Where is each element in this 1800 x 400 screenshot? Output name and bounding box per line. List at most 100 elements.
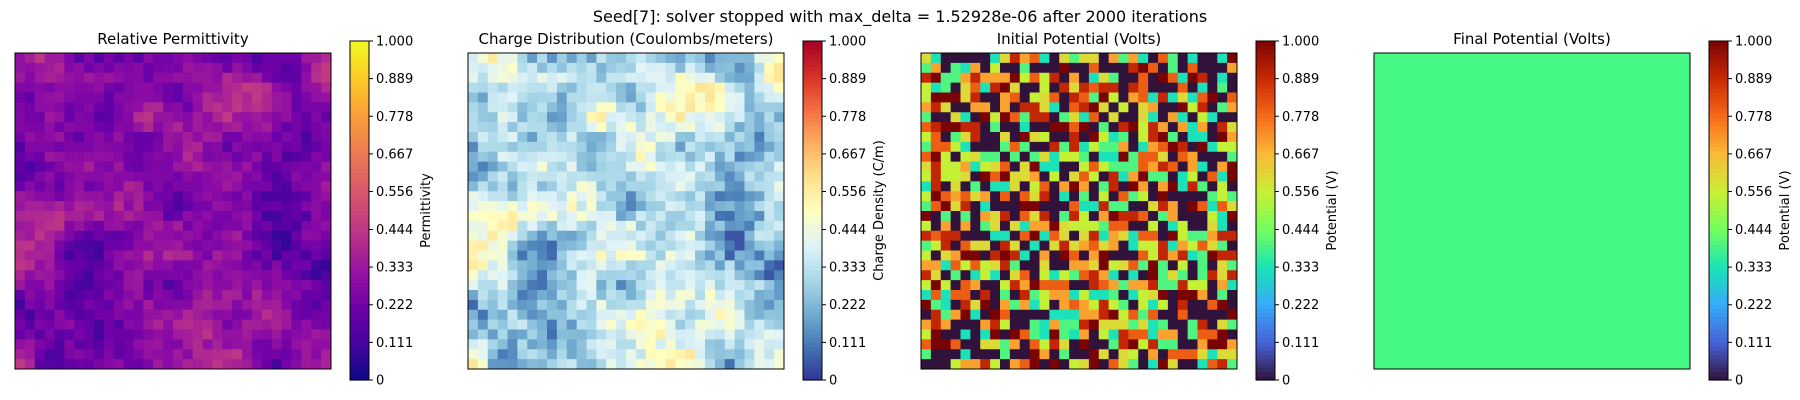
heatmap-cell <box>1158 191 1169 202</box>
heatmap-cell <box>1009 329 1021 340</box>
heatmap-cell <box>685 349 696 360</box>
heatmap-cell <box>517 260 528 271</box>
heatmap-cell <box>84 72 95 84</box>
heatmap-cell <box>232 270 243 281</box>
heatmap-cell <box>1079 250 1090 261</box>
heatmap-cell <box>1079 132 1090 143</box>
heatmap-cell <box>64 329 75 340</box>
heatmap-cell <box>675 299 686 311</box>
heatmap-cell <box>321 102 332 113</box>
heatmap-cell <box>1167 53 1179 64</box>
heatmap-cell <box>1059 211 1070 222</box>
heatmap-cell <box>468 270 479 281</box>
heatmap-cell <box>163 92 174 103</box>
colorbar-label: Potential (V) <box>1778 170 1793 250</box>
heatmap-cell <box>44 92 55 103</box>
heatmap-cell <box>774 92 785 103</box>
heatmap-cell <box>1118 290 1129 301</box>
colorbar-segment <box>803 113 822 118</box>
heatmap-cell <box>173 339 184 350</box>
heatmap-cell <box>1118 339 1129 350</box>
heatmap-cell <box>1148 141 1159 153</box>
heatmap-cell <box>517 92 528 103</box>
heatmap-cell <box>744 290 755 301</box>
heatmap-cell <box>123 181 134 192</box>
heatmap-cell <box>74 82 85 93</box>
heatmap-cell <box>1019 132 1031 143</box>
heatmap-cell <box>1069 319 1080 330</box>
colorbar-tick-label: 0 <box>1735 374 1743 389</box>
heatmap-cell <box>1217 220 1228 232</box>
colorbar-segment <box>1256 62 1275 68</box>
heatmap-cell <box>123 82 134 93</box>
heatmap-cell <box>685 359 696 370</box>
heatmap-cell <box>202 329 213 340</box>
heatmap-cell <box>113 290 125 301</box>
heatmap-cell <box>950 191 961 202</box>
heatmap-cell <box>477 191 489 202</box>
heatmap-cell <box>222 191 233 202</box>
heatmap-cell <box>950 220 961 232</box>
heatmap-cell <box>754 230 765 242</box>
heatmap-cell <box>665 299 676 311</box>
heatmap-cell <box>252 250 263 261</box>
heatmap-cell <box>24 260 36 271</box>
heatmap-cell <box>212 250 223 261</box>
heatmap-cell <box>1187 211 1198 222</box>
heatmap-cell <box>487 329 499 340</box>
heatmap-cell <box>507 141 518 153</box>
heatmap-cell <box>685 290 696 301</box>
heatmap-cell <box>556 141 568 153</box>
heatmap-cell <box>123 122 134 133</box>
heatmap-cell <box>547 151 558 163</box>
colorbar-segment <box>1709 96 1728 101</box>
heatmap-cell <box>616 349 627 360</box>
colorbar-segment <box>803 193 822 199</box>
colorbar-segment <box>1256 146 1275 152</box>
heatmap-cell <box>1207 82 1218 93</box>
heatmap-cell <box>566 62 578 74</box>
heatmap-cell <box>764 309 775 321</box>
heatmap-cell <box>921 309 932 321</box>
heatmap-cell <box>507 72 518 84</box>
heatmap-cell <box>724 132 736 143</box>
heatmap-cell <box>1019 72 1031 84</box>
heatmap-cell <box>291 53 302 64</box>
heatmap-cell <box>103 102 115 113</box>
heatmap-cell <box>54 319 65 330</box>
heatmap-cell <box>1039 62 1050 74</box>
heatmap-cell <box>1177 240 1189 251</box>
colorbar-tick-label: 0 <box>376 374 384 389</box>
heatmap-cell <box>163 220 174 232</box>
heatmap-cell <box>212 329 223 340</box>
heatmap-cell <box>173 220 184 232</box>
colorbar-segment <box>1256 202 1275 207</box>
heatmap-cell <box>626 309 637 321</box>
heatmap-cell <box>74 290 85 301</box>
figure-suptitle: Seed[7]: solver stopped with max_delta =… <box>593 7 1207 27</box>
heatmap-cell <box>744 82 755 93</box>
heatmap-cell <box>242 191 253 202</box>
heatmap-cell <box>212 220 223 232</box>
heatmap-cell <box>173 82 184 93</box>
heatmap-cell <box>468 309 479 321</box>
heatmap-cell <box>527 240 538 251</box>
heatmap-cell <box>1197 102 1208 113</box>
heatmap-cell <box>94 290 105 301</box>
heatmap-cell <box>734 191 745 202</box>
heatmap-cell <box>1039 82 1050 93</box>
colorbar-segment <box>1256 206 1275 212</box>
heatmap-cell <box>468 319 479 330</box>
heatmap-cell <box>1049 339 1060 350</box>
heatmap-cell <box>143 309 154 321</box>
heatmap-cell <box>705 141 716 153</box>
heatmap-cell <box>1088 250 1100 261</box>
heatmap-cell <box>537 151 548 163</box>
colorbar-segment <box>803 53 822 59</box>
heatmap-cell <box>774 270 785 281</box>
heatmap-cell <box>950 161 961 172</box>
heatmap-cell <box>734 161 745 172</box>
heatmap-cell <box>1217 72 1228 84</box>
heatmap-cell <box>487 309 499 321</box>
heatmap-cell <box>586 92 597 103</box>
